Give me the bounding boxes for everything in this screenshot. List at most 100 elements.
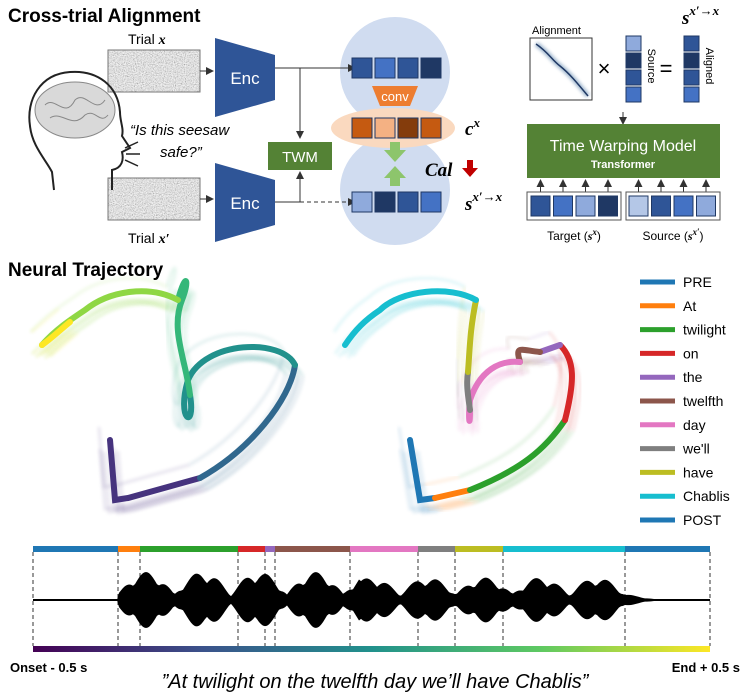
token	[351, 191, 373, 213]
context-label: cx	[465, 115, 480, 140]
decrease-arrow	[462, 160, 478, 177]
token	[575, 195, 596, 217]
word-segment	[455, 546, 503, 552]
legend-label: twilight	[683, 322, 726, 338]
trajectory-mean	[465, 297, 479, 375]
timeline	[32, 546, 711, 652]
legend-label: we'll	[682, 441, 710, 457]
trial-signal	[108, 50, 200, 92]
input-label: Source (sx′)	[642, 227, 703, 243]
trajectory-trial	[520, 356, 545, 371]
word-segment	[118, 546, 140, 552]
trajectory-trial	[116, 450, 209, 513]
trajectory-mean	[197, 362, 298, 481]
quote-line: safe?”	[160, 144, 203, 161]
trajectory-trial	[438, 496, 475, 508]
trajectory-trial	[112, 447, 205, 510]
token	[625, 35, 642, 52]
token	[683, 35, 700, 52]
head-outline	[28, 70, 132, 191]
encoder-label: Enc	[230, 69, 260, 88]
trajectory-mean	[464, 369, 473, 413]
word-segment	[140, 546, 238, 552]
tspan: s	[687, 229, 693, 243]
end-label: End + 0.5 s	[672, 660, 740, 675]
trajectory-mean	[557, 342, 575, 423]
trajectory-trial	[30, 307, 60, 334]
legend-label: day	[683, 417, 706, 433]
tspan: s	[587, 229, 593, 243]
trajectory-trial	[203, 372, 301, 488]
token	[374, 57, 396, 79]
input-group	[625, 191, 721, 221]
brain	[34, 81, 116, 139]
input-label: Target (sx)	[547, 227, 601, 243]
trajectory-mean	[107, 437, 203, 504]
trajectory-trial	[416, 450, 444, 513]
token	[374, 191, 396, 213]
twm-label: TWM	[282, 149, 318, 166]
token	[628, 195, 649, 217]
token	[420, 117, 442, 139]
tspan: Trial	[128, 31, 155, 47]
word-segment	[238, 546, 265, 552]
trajectory-trial	[442, 499, 479, 511]
tspan: )	[700, 229, 704, 243]
trajectory-trial	[506, 357, 531, 372]
speech-marks	[124, 141, 140, 167]
alignment-path	[535, 43, 589, 97]
legend-label: Chablis	[683, 488, 730, 504]
trajectory-mean	[537, 342, 563, 355]
trajectory-trial	[45, 328, 75, 355]
trajectory-trial	[166, 288, 182, 405]
output-label: sx′→x	[681, 3, 720, 29]
trajectory-trial	[29, 276, 168, 333]
token	[420, 191, 442, 213]
input-tokens	[530, 195, 716, 217]
time-gradient	[33, 646, 710, 652]
token	[651, 195, 671, 217]
tspan: x	[591, 227, 597, 237]
token	[397, 117, 419, 139]
inset-label: Alignment	[532, 25, 581, 37]
tspan: Target (	[547, 229, 588, 243]
input-arrows	[536, 179, 710, 192]
trajectory-mean	[407, 437, 438, 504]
encoder	[215, 38, 275, 117]
trial-label: Trial x	[128, 31, 166, 48]
token	[598, 195, 618, 217]
trajectory-trial	[458, 406, 556, 479]
token-row	[351, 191, 442, 213]
legend-label: POST	[683, 512, 722, 528]
arrow	[275, 171, 304, 203]
tspan: x′	[692, 227, 701, 237]
tspan: x′→x	[688, 3, 719, 18]
legend-label: on	[683, 345, 699, 361]
inset-label: Source	[645, 49, 657, 84]
token	[625, 69, 642, 86]
trajectories	[29, 266, 582, 515]
tspan: x′	[158, 232, 170, 247]
token	[397, 57, 419, 79]
section-title: Cross-trial Alignment	[8, 6, 201, 27]
trajectory-trial	[505, 335, 530, 350]
trajectory-mean	[174, 278, 193, 398]
trajectory-trial	[477, 430, 575, 503]
legend-label: have	[683, 464, 714, 480]
trial-label: Trial x′	[128, 230, 170, 247]
trajectory-mean	[39, 319, 73, 348]
legend-label: twelfth	[683, 393, 723, 409]
tspan: x	[472, 115, 480, 130]
trajectory-trial	[207, 375, 305, 491]
token	[683, 52, 700, 69]
token	[683, 86, 700, 103]
conv-label: conv	[381, 89, 409, 104]
token	[374, 117, 396, 139]
tspan: )	[597, 229, 601, 243]
trajectory-trial	[423, 475, 460, 487]
token	[625, 52, 642, 69]
trajectory-mean	[515, 346, 543, 365]
model-label: Time Warping Model	[550, 138, 696, 155]
legend-label: the	[683, 369, 703, 385]
